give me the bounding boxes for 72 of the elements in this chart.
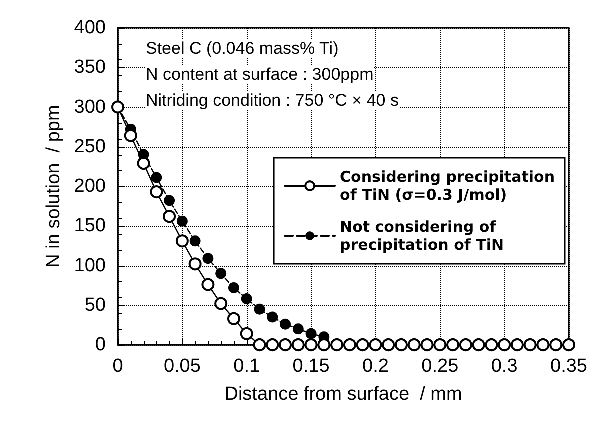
point xyxy=(292,324,304,335)
x-tick-label: 0.3 xyxy=(491,356,518,377)
x-axis-title: Distance from surface / mm xyxy=(224,384,462,405)
y-tick-label: 0 xyxy=(95,334,106,356)
legend-label: Not considering of precipitation of TiN xyxy=(340,218,504,254)
point xyxy=(253,338,266,352)
point xyxy=(279,338,292,352)
point xyxy=(306,328,317,340)
y-axis-title: N in solution / ppm xyxy=(43,105,64,268)
point xyxy=(240,327,254,340)
point xyxy=(550,338,563,352)
point xyxy=(241,294,252,305)
point xyxy=(280,318,292,330)
point xyxy=(176,234,189,248)
y-tick-label: 50 xyxy=(84,294,106,316)
point xyxy=(124,129,138,142)
point xyxy=(150,186,164,199)
point xyxy=(420,338,434,352)
point xyxy=(164,195,176,206)
y-tick-label: 350 xyxy=(74,57,106,78)
point xyxy=(562,338,576,352)
point xyxy=(498,338,512,352)
point xyxy=(163,210,176,224)
point xyxy=(202,278,215,292)
x-tick-label: 0.05 xyxy=(164,356,201,377)
x-tick-label: 0.25 xyxy=(422,356,459,377)
point xyxy=(202,253,214,264)
point xyxy=(292,338,305,352)
point xyxy=(382,338,396,352)
point xyxy=(176,216,188,227)
point xyxy=(446,338,460,352)
legend-label: Considering precipitation of TiN (σ=0.3 J/mol) xyxy=(340,168,556,204)
annotation: Nitriding condition : 750 °C × 40 s xyxy=(146,91,399,110)
point xyxy=(228,282,240,294)
point xyxy=(510,338,524,352)
point xyxy=(343,338,356,352)
point xyxy=(214,297,228,310)
point xyxy=(524,338,537,352)
point xyxy=(254,304,266,315)
point xyxy=(459,338,472,352)
y-tick-label: 250 xyxy=(74,136,106,158)
x-tick-label: 0 xyxy=(112,356,124,377)
point xyxy=(318,338,331,352)
y-tick-label: 200 xyxy=(74,176,106,197)
point xyxy=(188,258,202,271)
x-tick-label: 0.15 xyxy=(292,356,330,377)
point xyxy=(151,172,162,184)
point xyxy=(304,338,318,352)
y-tick-label: 300 xyxy=(74,96,106,118)
y-tick-label: 150 xyxy=(74,216,106,237)
point xyxy=(408,338,421,352)
annotation: Steel C (0.046 mass% Ti) xyxy=(146,39,339,58)
point xyxy=(394,338,408,352)
point xyxy=(266,338,280,352)
point xyxy=(267,312,278,323)
x-tick-label: 0.35 xyxy=(550,356,588,377)
point xyxy=(472,338,486,352)
point xyxy=(190,236,201,247)
x-tick-label: 0.1 xyxy=(234,356,260,377)
point xyxy=(216,268,227,280)
y-tick-label: 100 xyxy=(74,255,106,276)
point xyxy=(536,338,550,352)
x-tick-label: 0.2 xyxy=(362,356,389,377)
y-tick-label: 400 xyxy=(74,18,106,38)
point xyxy=(369,338,382,352)
point xyxy=(227,312,240,326)
point xyxy=(137,157,150,170)
point xyxy=(485,338,498,352)
point xyxy=(330,338,344,352)
annotation: N content at surface : 300ppm xyxy=(146,65,374,84)
point xyxy=(434,338,447,352)
point xyxy=(356,338,370,352)
